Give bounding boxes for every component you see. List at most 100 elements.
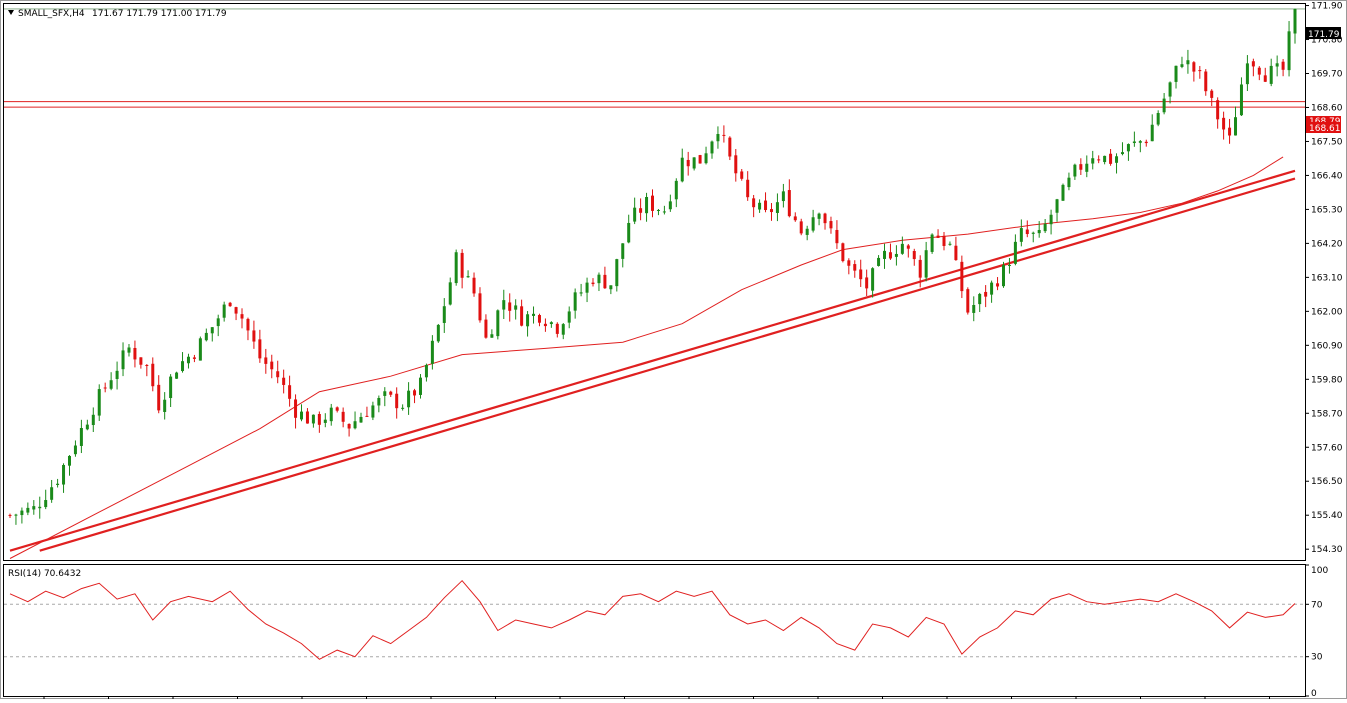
candle: [609, 285, 613, 295]
candle: [746, 171, 750, 201]
candle: [662, 205, 666, 215]
candle: [1257, 66, 1261, 81]
candle: [186, 353, 190, 369]
candle: [704, 146, 708, 165]
rsi-label: RSI(14) 70.6432: [8, 569, 81, 579]
price-tick-label: 167.50: [1311, 137, 1343, 147]
dropdown-triangle-icon[interactable]: [8, 10, 14, 15]
candle: [359, 412, 363, 423]
candle: [710, 140, 714, 159]
candle: [484, 314, 488, 339]
candle: [1287, 21, 1291, 77]
candle: [942, 231, 946, 251]
candle: [805, 225, 809, 241]
trendline[interactable]: [9, 169, 1296, 552]
level-price-tags: 168.79 168.61: [1306, 116, 1341, 134]
candle: [270, 354, 274, 379]
moving-average-line: [9, 156, 1284, 559]
candle: [633, 197, 637, 225]
candle: [734, 149, 738, 182]
candle: [252, 320, 256, 349]
candle: [680, 148, 684, 183]
candle: [514, 299, 518, 320]
level-tag-lower: 168.61: [1309, 124, 1341, 134]
candle: [918, 255, 922, 288]
candle: [1239, 77, 1243, 117]
candle: [169, 374, 173, 408]
price-tick-label: 160.90: [1311, 341, 1343, 351]
candle: [537, 313, 541, 327]
candle: [1073, 163, 1077, 180]
candle: [888, 243, 892, 260]
trendline[interactable]: [39, 177, 1296, 552]
price-tick-label: 163.10: [1311, 273, 1343, 283]
rsi-axis: 100 70 30 0: [1305, 564, 1328, 699]
ohlc-label: 171.67 171.79 171.00 171.79: [92, 9, 227, 19]
candle: [300, 404, 304, 422]
candle: [1109, 148, 1113, 166]
candle: [555, 322, 559, 338]
candle: [1168, 81, 1172, 104]
candle: [62, 463, 66, 493]
candle: [133, 340, 137, 368]
rsi-plot-area[interactable]: [3, 564, 1306, 697]
candle: [990, 280, 994, 303]
candle: [1293, 8, 1297, 44]
rsi-tick-label: 30: [1311, 653, 1323, 663]
candle: [871, 267, 875, 298]
candle: [1156, 110, 1160, 127]
candle: [972, 296, 976, 322]
candle: [430, 335, 434, 370]
candle: [1031, 231, 1035, 243]
price-plot-area[interactable]: [3, 3, 1306, 561]
price-axis: 171.90 170.80 169.70 168.60 167.50 166.40 165.…: [1305, 2, 1343, 555]
candle: [407, 382, 411, 415]
candle: [966, 287, 970, 315]
candle: [1043, 218, 1047, 233]
candle: [424, 363, 428, 382]
candle: [591, 278, 595, 287]
candle: [198, 336, 202, 361]
candle: [97, 384, 101, 421]
candle: [1245, 55, 1249, 91]
rsi-tick-label: 70: [1311, 600, 1323, 610]
candle: [1019, 219, 1023, 247]
candle: [894, 245, 898, 266]
candle: [1013, 234, 1017, 266]
candle: [1186, 49, 1190, 74]
candle: [1097, 155, 1101, 164]
candle: [413, 388, 417, 404]
candle: [192, 354, 196, 363]
candle: [109, 372, 113, 391]
candle: [752, 194, 756, 218]
candle: [740, 168, 744, 181]
candle: [841, 242, 845, 263]
last-price-tag: 171.79: [1308, 30, 1340, 40]
candle: [56, 478, 60, 488]
candle: [823, 212, 827, 230]
candle: [371, 401, 375, 421]
candle: [1085, 155, 1089, 178]
candle: [228, 301, 232, 307]
candle: [317, 411, 321, 433]
candle: [395, 387, 399, 419]
candle: [436, 323, 440, 343]
candle: [1210, 89, 1214, 107]
candle: [924, 241, 928, 282]
candle: [454, 249, 458, 286]
price-panel[interactable]: 171.90 170.80 169.70 168.60 167.50 166.40 165.…: [3, 2, 1343, 561]
price-tick-label: 158.70: [1311, 409, 1343, 419]
candle: [175, 371, 179, 379]
candle: [906, 244, 910, 258]
candle: [1251, 58, 1255, 77]
level-tag-upper-box: [1306, 116, 1341, 125]
symbol-label: SMALL_SFX,H4: [18, 9, 85, 19]
candle: [1180, 56, 1184, 69]
candle: [1115, 153, 1119, 174]
candle: [222, 301, 226, 322]
candle: [288, 375, 292, 407]
candle: [91, 407, 95, 433]
rsi-panel[interactable]: 100 70 30 0 RSI(14) 70.6432: [3, 564, 1329, 700]
